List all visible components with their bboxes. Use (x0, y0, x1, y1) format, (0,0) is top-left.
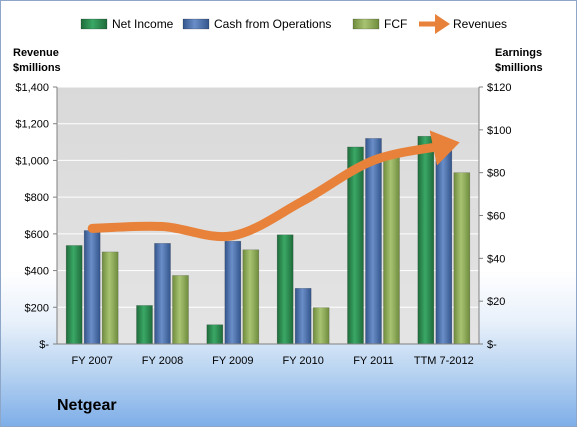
left-tick-label: $1,400 (15, 82, 49, 94)
legend-label: Cash from Operations (214, 17, 331, 31)
legend-label: FCF (384, 17, 407, 31)
left-tick-label: $800 (25, 192, 49, 204)
right-tick-label: $- (487, 339, 497, 351)
x-tick-label: FY 2011 (353, 355, 394, 367)
legend-label: Revenues (453, 17, 507, 31)
x-tick-label: FY 2007 (71, 355, 112, 367)
bar-fcf (453, 172, 471, 345)
legend-swatch-fcf (352, 18, 380, 30)
company-name: Netgear (57, 397, 117, 414)
bar-cash-from-operations (294, 288, 312, 345)
revenues-line (87, 130, 460, 242)
bar-net-income (136, 305, 153, 345)
bar-net-income (276, 234, 294, 345)
right-axis-title: Earnings (495, 47, 542, 59)
x-tick-label: FY 2008 (142, 355, 183, 367)
left-tick-label: $1,200 (15, 119, 49, 131)
x-tick-label: TTM 7-2012 (414, 355, 474, 367)
x-tick-label: FY 2009 (212, 355, 253, 367)
bar-cash-from-operations (224, 240, 242, 345)
left-tick-label: $200 (25, 302, 49, 314)
left-tick-label: $1,000 (15, 155, 49, 167)
right-axis-subtitle: $millions (495, 62, 543, 74)
right-tick-label: $80 (487, 168, 505, 180)
bar-fcf (101, 251, 119, 345)
bar-fcf (172, 275, 189, 345)
bar-net-income (65, 245, 83, 345)
right-tick-label: $120 (487, 82, 511, 94)
plot-background (57, 87, 479, 344)
left-tick-label: $600 (25, 229, 49, 241)
right-tick-label: $20 (487, 296, 505, 308)
right-tick-label: $100 (487, 125, 511, 137)
x-tick-label: FY 2010 (282, 355, 323, 367)
right-tick-label: $40 (487, 253, 505, 265)
left-tick-label: $400 (25, 266, 49, 278)
legend-swatch-net-income (80, 18, 108, 30)
left-tick-label: $- (39, 339, 49, 351)
bar-fcf (242, 249, 260, 345)
bar-cash-from-operations (365, 138, 382, 345)
bar-cash-from-operations (154, 243, 171, 345)
bar-net-income (206, 324, 224, 345)
left-axis-title: Revenue (13, 47, 59, 59)
bar-fcf (312, 307, 330, 345)
bar-net-income (417, 135, 435, 345)
legend-label: Net Income (112, 17, 174, 31)
left-axis-subtitle: $millions (13, 62, 61, 74)
bar-cash-from-operations (83, 230, 101, 345)
legend-swatch-cash-from-operations (182, 18, 210, 30)
bar-fcf (383, 155, 400, 345)
bar-cash-from-operations (435, 148, 453, 345)
right-tick-label: $60 (487, 211, 505, 223)
